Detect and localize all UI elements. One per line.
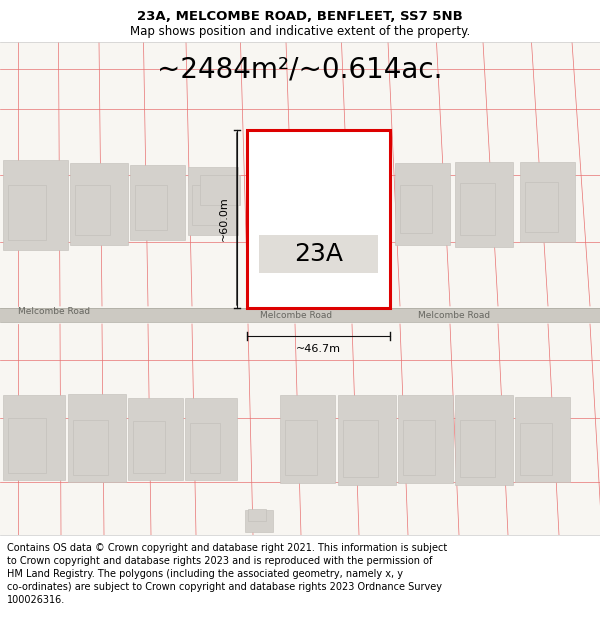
Bar: [3, 160, 68, 250]
Bar: [245, 510, 273, 532]
Bar: [285, 420, 317, 475]
Text: Melcombe Road: Melcombe Road: [18, 308, 90, 316]
Bar: [364, 167, 382, 181]
Bar: [248, 509, 266, 521]
Bar: [403, 420, 435, 475]
Bar: [455, 395, 513, 485]
Bar: [0, 0, 600, 42]
Bar: [130, 165, 185, 240]
Bar: [395, 163, 450, 245]
Text: 100026316.: 100026316.: [7, 595, 65, 605]
Bar: [247, 130, 390, 308]
Text: to Crown copyright and database rights 2023 and is reproduced with the permissio: to Crown copyright and database rights 2…: [7, 556, 433, 566]
Bar: [360, 163, 388, 185]
Bar: [400, 185, 432, 233]
Text: ~46.7m: ~46.7m: [296, 344, 341, 354]
Bar: [75, 185, 110, 235]
Text: HM Land Registry. The polygons (including the associated geometry, namely x, y: HM Land Registry. The polygons (includin…: [7, 569, 403, 579]
Bar: [8, 185, 46, 240]
Bar: [192, 185, 220, 225]
Text: Map shows position and indicative extent of the property.: Map shows position and indicative extent…: [130, 24, 470, 38]
Bar: [455, 162, 513, 247]
Bar: [0, 308, 600, 322]
Bar: [190, 423, 220, 473]
Text: Melcombe Road: Melcombe Road: [418, 311, 490, 321]
Bar: [259, 235, 378, 273]
Bar: [0, 42, 600, 535]
Bar: [343, 420, 378, 477]
Text: co-ordinates) are subject to Crown copyright and database rights 2023 Ordnance S: co-ordinates) are subject to Crown copyr…: [7, 582, 442, 592]
Text: 23A: 23A: [294, 242, 343, 266]
Bar: [200, 175, 240, 205]
Bar: [398, 395, 453, 483]
Bar: [135, 185, 167, 230]
Bar: [515, 397, 570, 482]
Bar: [280, 395, 335, 483]
Bar: [133, 421, 165, 473]
Bar: [70, 163, 128, 245]
Text: ~60.0m: ~60.0m: [219, 197, 229, 241]
Bar: [188, 167, 238, 235]
Bar: [520, 162, 575, 242]
Text: Melcombe Road: Melcombe Road: [260, 311, 332, 321]
Text: 23A, MELCOMBE ROAD, BENFLEET, SS7 5NB: 23A, MELCOMBE ROAD, BENFLEET, SS7 5NB: [137, 9, 463, 22]
Text: ~2484m²/~0.614ac.: ~2484m²/~0.614ac.: [157, 56, 443, 84]
Bar: [338, 395, 396, 485]
Bar: [3, 395, 65, 480]
Bar: [185, 398, 237, 480]
Bar: [128, 398, 183, 480]
Bar: [8, 418, 46, 473]
Bar: [525, 182, 558, 232]
Bar: [73, 420, 108, 475]
Bar: [460, 420, 495, 477]
Bar: [68, 394, 126, 482]
Text: Contains OS data © Crown copyright and database right 2021. This information is : Contains OS data © Crown copyright and d…: [7, 543, 447, 553]
Bar: [0, 535, 600, 625]
Bar: [520, 423, 552, 475]
Bar: [460, 183, 495, 235]
